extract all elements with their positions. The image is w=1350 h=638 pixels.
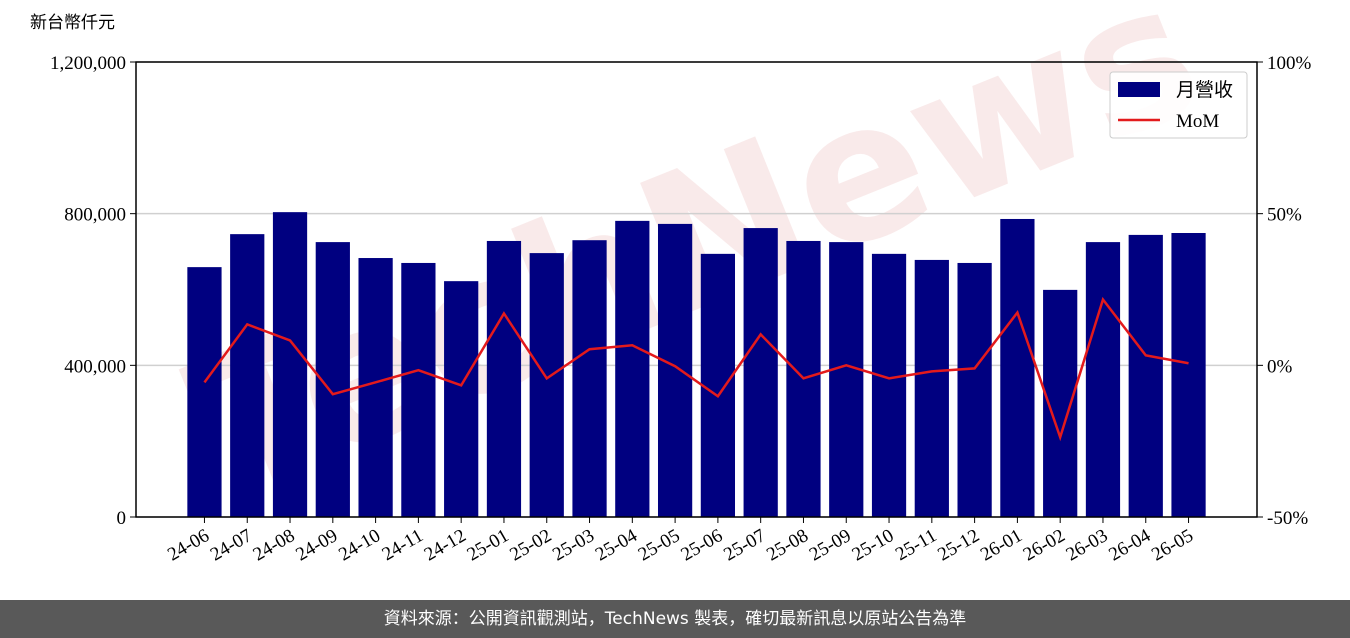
bar	[1000, 218, 1035, 517]
footer: 資料來源：公開資訊觀測站，TechNews 製表，確切最新訊息以原站公告為準	[0, 600, 1350, 638]
y2-tick-label: -50%	[1267, 508, 1308, 529]
x-tick-label: 26-02	[1020, 525, 1069, 565]
bar	[700, 253, 736, 517]
bar	[187, 267, 222, 517]
x-tick-label: 24-07	[207, 525, 256, 565]
x-tick-label: 24-09	[292, 525, 341, 565]
x-tick-label: 25-04	[592, 525, 641, 566]
x-tick-label: 24-12	[421, 525, 470, 565]
x-tick-label: 26-04	[1105, 525, 1154, 566]
bar	[829, 242, 864, 517]
x-tick-label: 25-10	[849, 525, 898, 565]
bar	[401, 262, 436, 517]
x-tick-label: 25-11	[892, 525, 940, 565]
x-tick-label: 25-08	[763, 525, 812, 565]
x-tick-label: 26-05	[1148, 525, 1197, 565]
y2-tick-label: 100%	[1267, 53, 1312, 74]
x-tick-label: 25-03	[549, 525, 598, 565]
bar	[272, 212, 308, 517]
y2-tick-label: 50%	[1267, 205, 1302, 226]
y-tick-label: 1,200,000	[50, 53, 126, 74]
x-tick-label: 24-11	[379, 525, 427, 565]
x-tick-label: 25-12	[934, 525, 983, 565]
y2-tick-label: 0%	[1267, 356, 1293, 377]
bar	[914, 259, 949, 517]
bar	[486, 240, 522, 517]
bar	[657, 223, 693, 517]
bar	[743, 228, 778, 517]
bar	[1085, 242, 1121, 517]
x-tick-label: 25-09	[806, 525, 855, 565]
bar	[572, 240, 607, 518]
x-tick-label: 25-06	[678, 525, 727, 565]
bar	[1128, 234, 1163, 517]
y-tick-label: 800,000	[64, 205, 126, 226]
x-tick-label: 25-05	[635, 525, 684, 565]
x-tick-label: 25-02	[506, 525, 555, 565]
bar	[1171, 233, 1206, 518]
y-unit-label: 新台幣仟元	[30, 13, 115, 33]
chart: 新台幣仟元 TechNews 0400,000800,0001,200,000-…	[30, 0, 1312, 566]
legend-swatch	[1118, 82, 1160, 97]
x-tick-label: 26-03	[1063, 525, 1112, 565]
legend-label: 月營收	[1176, 79, 1233, 101]
bar	[444, 281, 479, 517]
y-tick-label: 0	[117, 508, 127, 529]
bar	[358, 258, 393, 517]
bar	[529, 253, 564, 517]
bar	[871, 253, 907, 517]
line	[203, 296, 1189, 442]
bar	[230, 234, 265, 517]
x-tick-label: 26-01	[977, 525, 1026, 565]
y-tick-label: 400,000	[64, 356, 126, 377]
bar	[957, 262, 992, 517]
plot-frame	[135, 61, 1258, 518]
x-tick-label: 24-06	[164, 525, 213, 565]
x-tick-label: 25-01	[464, 525, 513, 565]
x-tick-label: 25-07	[720, 525, 769, 565]
legend-label: MoM	[1176, 111, 1219, 132]
bar	[615, 220, 650, 517]
x-tick-label: 24-10	[335, 525, 384, 565]
